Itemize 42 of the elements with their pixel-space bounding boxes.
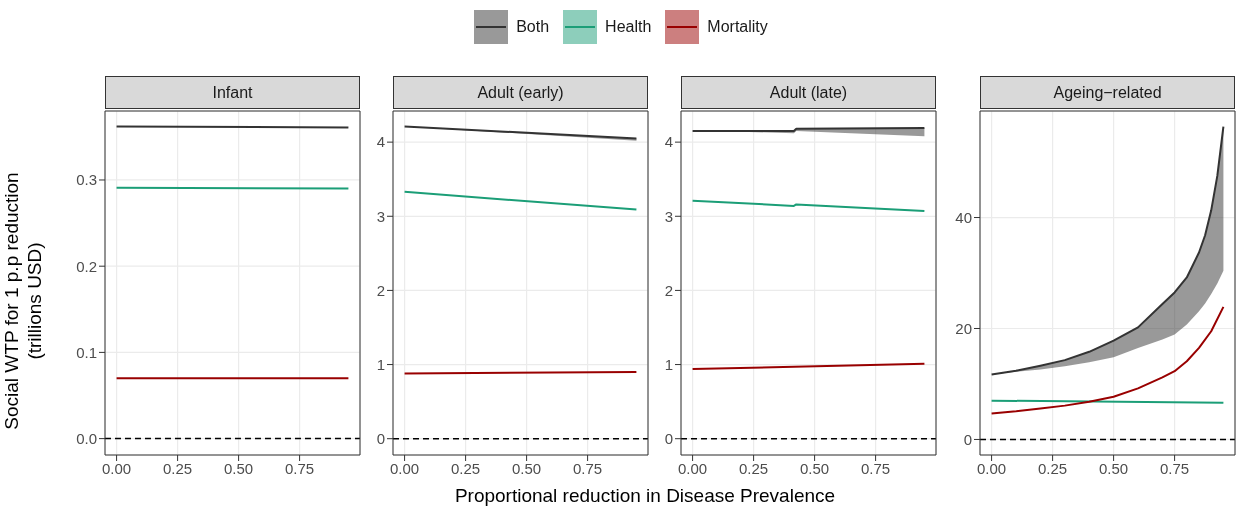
x-tick-label: 0.75 bbox=[1160, 459, 1190, 477]
x-axis-title: Proportional reduction in Disease Prevalence bbox=[453, 485, 837, 507]
chart-title: Adult (early) bbox=[393, 76, 648, 109]
y-tick-label: 1 bbox=[376, 355, 385, 373]
y-tick-label: 0 bbox=[376, 430, 385, 448]
x-tick-label: 0.75 bbox=[285, 459, 315, 477]
y-tick-label: 2 bbox=[664, 281, 673, 299]
y-tick-label: 0 bbox=[963, 430, 972, 448]
chart-title: Infant bbox=[105, 76, 360, 109]
chart-title: Ageing−related bbox=[980, 76, 1235, 109]
y-tick-label: 40 bbox=[955, 208, 972, 226]
y-tick-label: 0.0 bbox=[76, 429, 97, 447]
x-tick-label: 0.50 bbox=[224, 459, 254, 477]
y-tick-label: 1 bbox=[664, 355, 673, 373]
x-tick-label: 0.25 bbox=[1037, 459, 1068, 477]
y-tick-label: 0.3 bbox=[76, 171, 97, 189]
y-tick-label: 0 bbox=[664, 430, 673, 448]
y-tick-label: 0.1 bbox=[76, 343, 97, 361]
y-tick-label: 0.2 bbox=[76, 257, 97, 275]
x-tick-label: 0.25 bbox=[162, 459, 193, 477]
x-tick-label: 0.25 bbox=[450, 459, 481, 477]
x-tick-label: 0.50 bbox=[800, 459, 830, 477]
legend-label: Mortality bbox=[707, 18, 768, 36]
x-tick-label: 0.25 bbox=[738, 459, 769, 477]
x-tick-label: 0.50 bbox=[512, 459, 542, 477]
y-tick-label: 3 bbox=[376, 207, 385, 225]
x-tick-label: 0.50 bbox=[1099, 459, 1129, 477]
x-tick-label: 0.75 bbox=[861, 459, 891, 477]
y-axis-title: Social WTP for 1 p.p reduction (trillions USD) bbox=[0, 171, 46, 432]
x-tick-label: 0.00 bbox=[389, 459, 420, 477]
legend-label: Both bbox=[516, 18, 550, 36]
x-tick-label: 0.00 bbox=[976, 459, 1007, 477]
x-tick-label: 0.75 bbox=[573, 459, 603, 477]
y-tick-label: 4 bbox=[376, 133, 385, 151]
x-tick-label: 0.00 bbox=[677, 459, 708, 477]
y-tick-label: 4 bbox=[664, 133, 673, 151]
legend-label: Health bbox=[605, 18, 652, 36]
chart-title: Adult (late) bbox=[681, 76, 936, 109]
y-tick-label: 2 bbox=[376, 281, 385, 299]
y-tick-label: 3 bbox=[664, 207, 673, 225]
x-tick-label: 0.00 bbox=[101, 459, 132, 477]
y-tick-label: 20 bbox=[955, 319, 972, 337]
